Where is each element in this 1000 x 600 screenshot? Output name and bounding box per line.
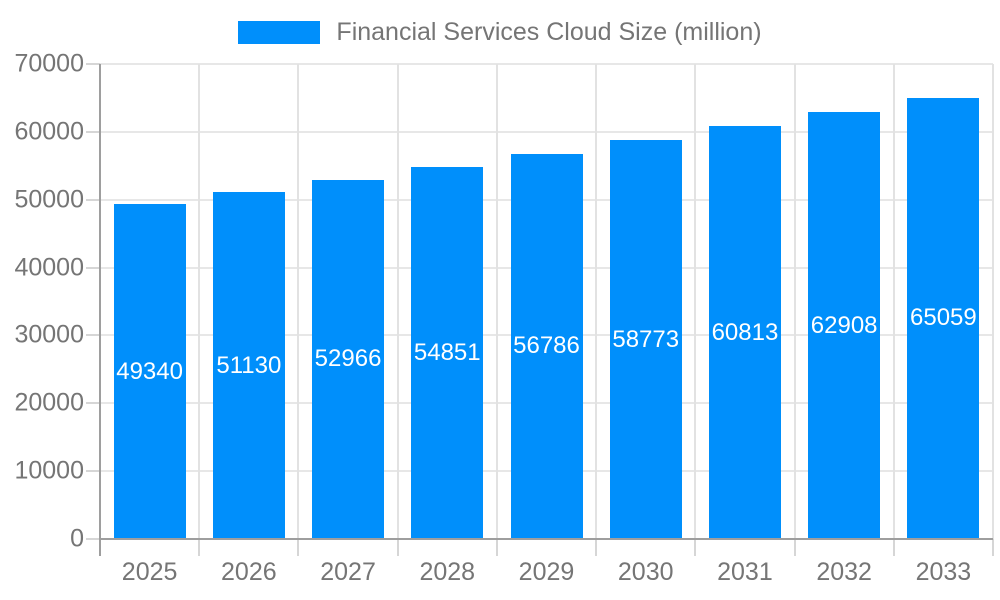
x-gridline: [198, 64, 201, 539]
x-gridline: [595, 64, 598, 539]
x-axis-label: 2027: [320, 558, 376, 586]
bar-value-label: 54851: [413, 338, 481, 366]
x-axis-label: 2025: [121, 558, 178, 586]
x-axis-tick: [595, 539, 598, 556]
y-axis-label: 0: [70, 524, 84, 553]
bar-2031[interactable]: 60813: [708, 126, 781, 539]
x-gridline: [396, 64, 399, 539]
bar-2027[interactable]: 52966: [312, 179, 385, 539]
y-axis-tick: [86, 470, 100, 473]
y-gridline: [100, 63, 993, 65]
bar-value-label: 65059: [910, 304, 977, 332]
y-axis-label: 40000: [14, 253, 84, 282]
legend-swatch-icon: [238, 21, 321, 44]
x-axis-label: 2026: [221, 558, 277, 586]
y-axis-label: 30000: [14, 320, 84, 349]
bar-2030[interactable]: 58773: [609, 140, 682, 539]
x-axis-line: [100, 538, 993, 540]
x-gridline: [892, 64, 895, 539]
bar-value-label: 62908: [810, 311, 878, 339]
x-axis-tick: [992, 539, 994, 556]
x-axis-label: 2033: [915, 558, 972, 586]
y-axis-tick: [86, 334, 100, 337]
bar-2025[interactable]: 49340: [113, 204, 186, 539]
y-axis-label: 60000: [14, 117, 84, 146]
x-axis-tick: [892, 539, 895, 556]
x-axis-tick: [297, 539, 300, 556]
bar-value-label: 49340: [116, 357, 183, 385]
bar-2029[interactable]: 56786: [510, 153, 583, 539]
x-axis-label: 2029: [518, 558, 575, 586]
x-axis-tick: [495, 539, 498, 556]
legend-label: Financial Services Cloud Size (million): [336, 18, 762, 46]
x-gridline: [694, 64, 697, 539]
x-gridline: [992, 64, 994, 539]
y-axis-label: 10000: [14, 456, 84, 485]
bar-value-label: 56786: [513, 332, 580, 360]
bar-value-label: 60813: [711, 318, 779, 346]
bar-value-label: 52966: [314, 345, 382, 373]
bar-2032[interactable]: 62908: [808, 112, 881, 539]
bar-value-label: 51130: [216, 351, 282, 379]
bar-2033[interactable]: 65059: [907, 97, 980, 539]
y-axis-tick: [86, 402, 100, 405]
y-gridline: [100, 130, 993, 133]
y-axis-tick: [86, 198, 100, 201]
y-axis-label: 50000: [14, 185, 84, 214]
y-axis-label: 20000: [14, 388, 84, 417]
x-gridline: [793, 64, 796, 539]
bar-2028[interactable]: 54851: [411, 166, 484, 539]
y-axis-tick: [86, 266, 100, 269]
y-axis-label: 70000: [14, 49, 84, 78]
bar-value-label: 58773: [612, 325, 680, 353]
x-axis-label: 2028: [419, 558, 476, 586]
x-axis-tick: [396, 539, 399, 556]
y-axis-tick: [86, 538, 100, 540]
x-axis-tick: [198, 539, 201, 556]
y-axis-line: [99, 64, 101, 556]
legend: Financial Services Cloud Size (million): [0, 20, 1000, 45]
bar-2026[interactable]: 51130: [212, 192, 285, 539]
x-gridline: [297, 64, 300, 539]
x-axis-tick: [793, 539, 796, 556]
y-axis-tick: [86, 63, 100, 65]
x-axis-label: 2031: [717, 558, 773, 586]
x-axis-label: 2030: [617, 558, 674, 586]
x-axis-label: 2032: [816, 558, 872, 586]
x-gridline: [495, 64, 498, 539]
x-axis-tick: [694, 539, 697, 556]
y-axis-tick: [86, 130, 100, 133]
legend-item[interactable]: Financial Services Cloud Size (million): [238, 18, 762, 46]
